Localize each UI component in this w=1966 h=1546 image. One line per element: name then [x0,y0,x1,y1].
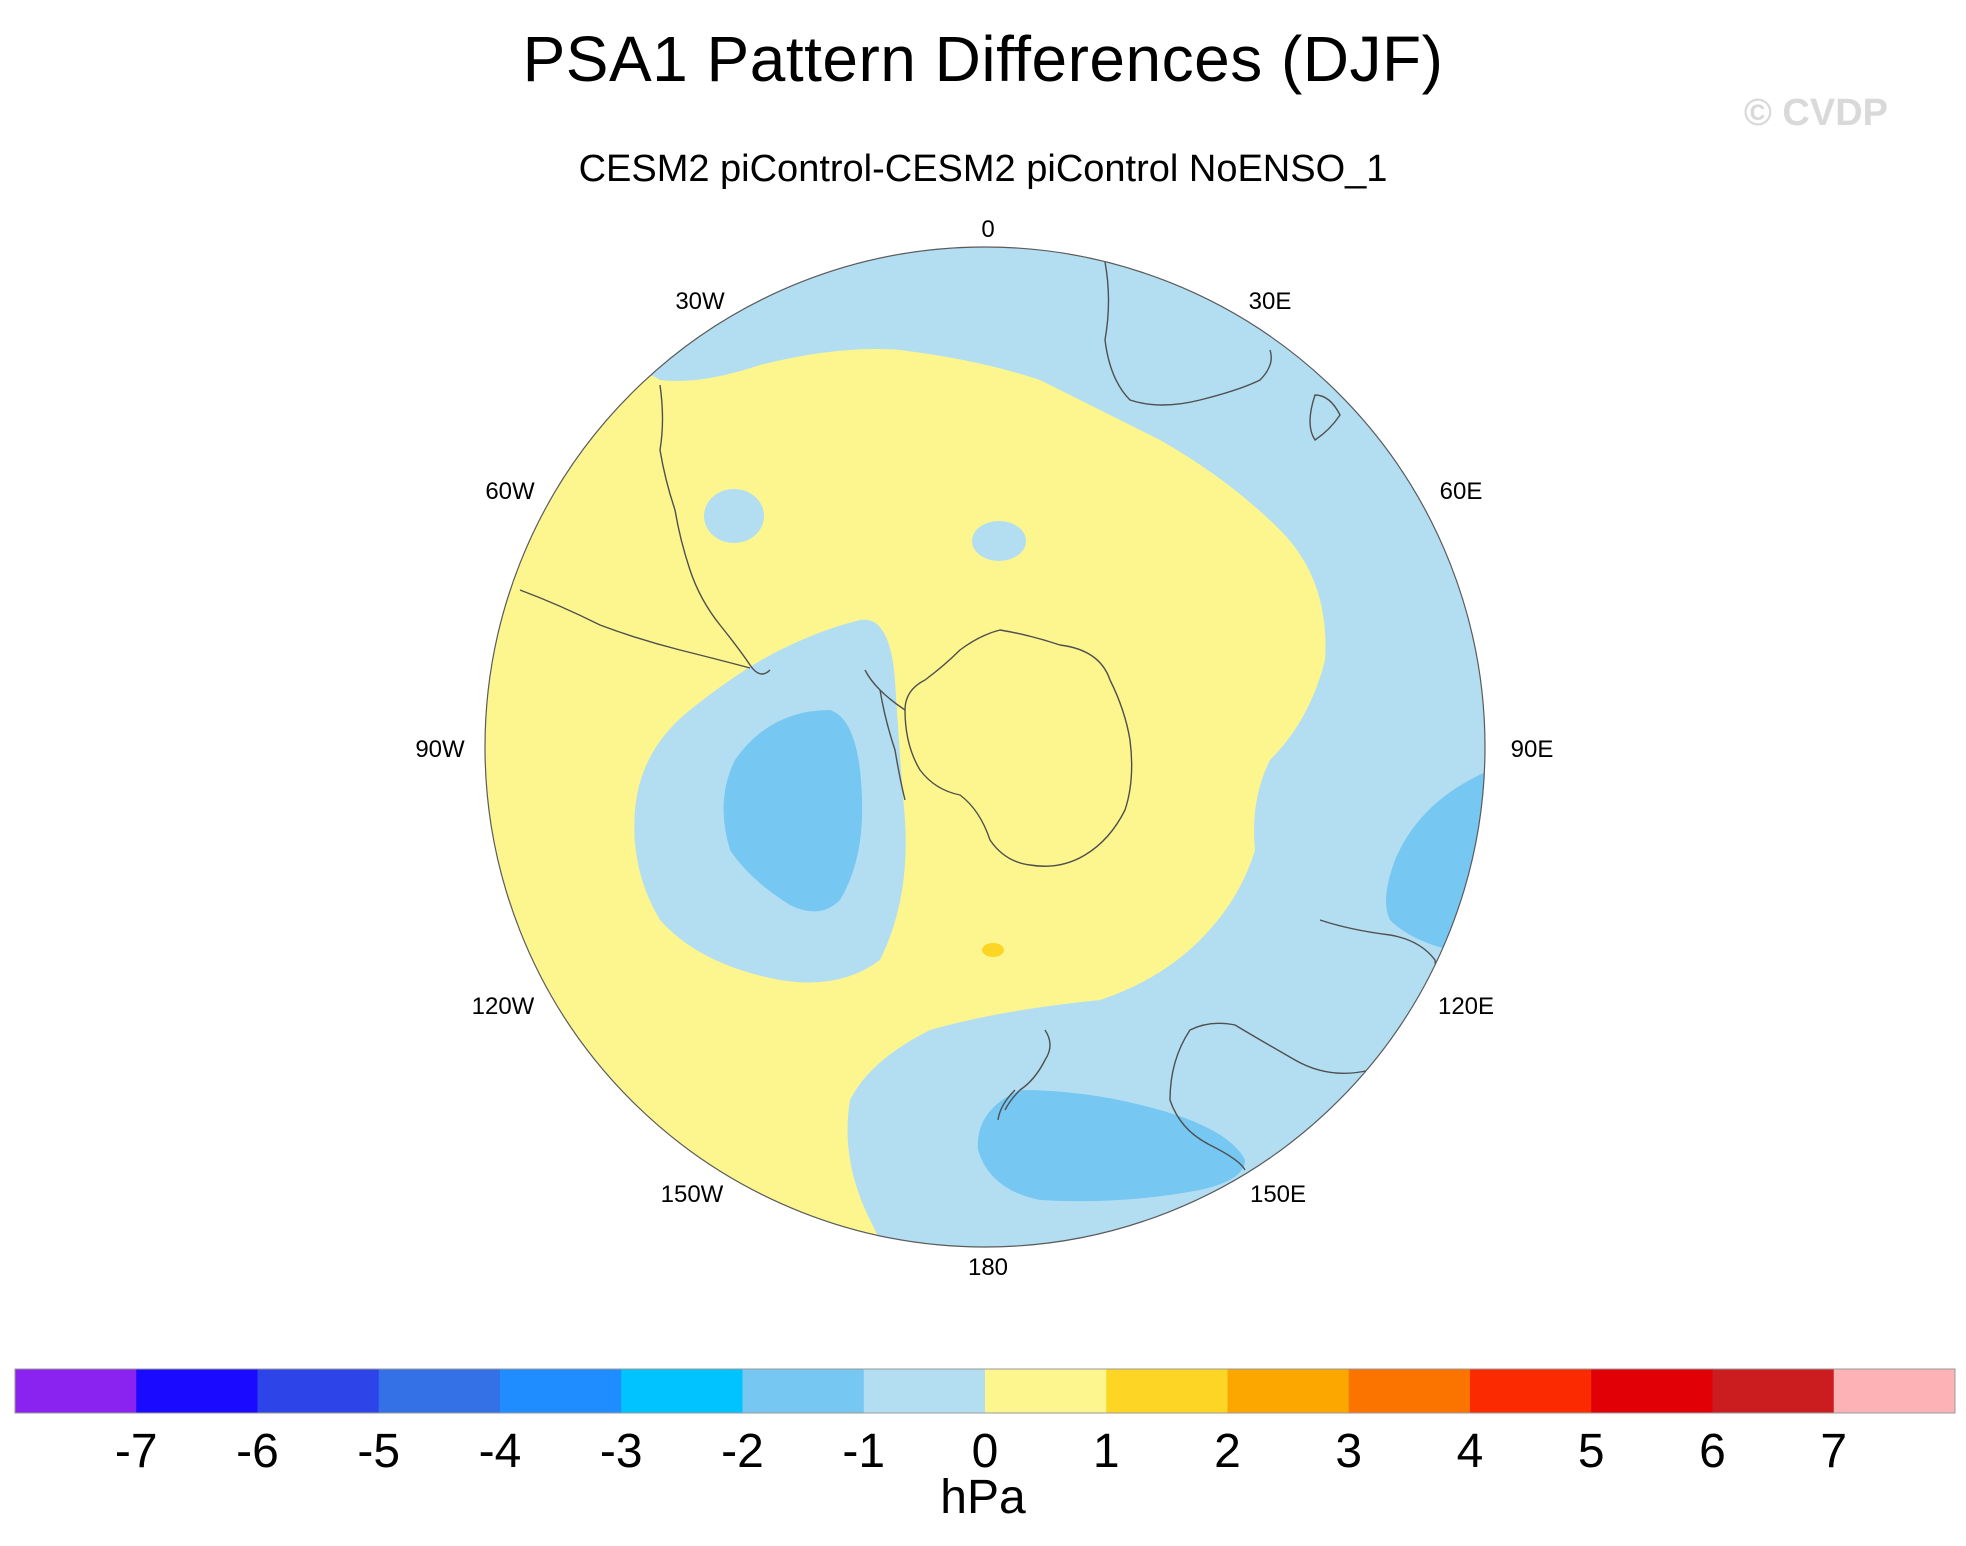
colorbar-box [1591,1369,1713,1413]
lon-label-0: 0 [981,216,994,243]
colorbar-frame [14,1368,1956,1414]
colorbar-tick-label: -4 [478,1425,522,1478]
south-america-coast [519,384,771,675]
colorbar-box [742,1369,865,1413]
lon-label-90e: 90E [1511,736,1554,763]
lon-label-120w: 120W [472,993,535,1020]
colorbar-tick-label: 5 [1577,1425,1605,1478]
colorbar-box [1833,1369,1956,1413]
lon-label-120e: 120E [1438,993,1494,1020]
colorbar-box [1227,1369,1350,1413]
lon-label-150e: 150E [1250,1181,1306,1208]
colorbar [14,1368,1956,1414]
colorbar-tick-label: -2 [721,1425,764,1478]
madagascar-coast [1309,394,1341,441]
field-neg2-core [723,710,863,912]
field-neg1-blob [704,489,764,543]
colorbar-box [136,1369,258,1413]
colorbar-tick-label: 4 [1456,1425,1484,1478]
lon-label-30w: 30W [675,288,725,315]
colorbar-box [1106,1369,1228,1413]
lon-label-30e: 30E [1249,288,1292,315]
colorbar-units: hPa [940,1471,1026,1524]
colorbar-box [985,1369,1107,1413]
lon-label-150w: 150W [661,1181,724,1208]
australia-coast [1169,919,1437,1171]
colorbar-tick-label: -1 [842,1425,886,1478]
colorbar-box [1348,1369,1471,1413]
field-pos2-spot [982,943,1004,957]
lon-label-60e: 60E [1440,478,1483,505]
page-title: PSA1 Pattern Differences (DJF) [522,23,1444,95]
colorbar-tick-label: -6 [236,1425,279,1478]
map-border [484,246,1486,1248]
coastlines [519,261,1437,1171]
colorbar-box [1712,1369,1835,1413]
cvdp-watermark: © CVDP [1743,92,1888,134]
colorbar-box [1470,1369,1592,1413]
colorbar-tick-label: 7 [1820,1425,1848,1478]
colorbar-box [621,1369,743,1413]
antarctica-coast [904,629,1133,867]
colorbar-tick-label: 1 [1092,1425,1120,1478]
colorbar-tick-label: 2 [1214,1425,1241,1478]
colorbar-tick-label: -3 [599,1425,643,1478]
colorbar-tick-label: -7 [114,1425,158,1478]
colorbar-tick-label: 6 [1699,1425,1726,1478]
lon-label-60w: 60W [485,478,535,505]
colorbar-box [378,1369,501,1413]
africa-coast [1104,261,1272,406]
longitude-labels: 0 30E 60E 90E 120E 150E 180 150W 120W 90… [415,216,1553,1281]
colorbar-tick-label: -5 [357,1425,401,1478]
lon-label-90w: 90W [415,736,465,763]
colorbar-box [15,1369,137,1413]
antarctic-peninsula-coast [864,669,906,801]
colorbar-box [257,1369,380,1413]
colorbar-tick-label: 0 [971,1425,999,1478]
colorbar-tick-label: 3 [1335,1425,1363,1478]
new-zealand-coast [997,1029,1051,1121]
colorbar-box [863,1369,986,1413]
field-neg1-blob [972,521,1026,561]
lon-label-180: 180 [968,1254,1008,1281]
map-subtitle: CESM2 piControl-CESM2 piControl NoENSO_1 [578,148,1388,190]
colorbar-box [500,1369,622,1413]
